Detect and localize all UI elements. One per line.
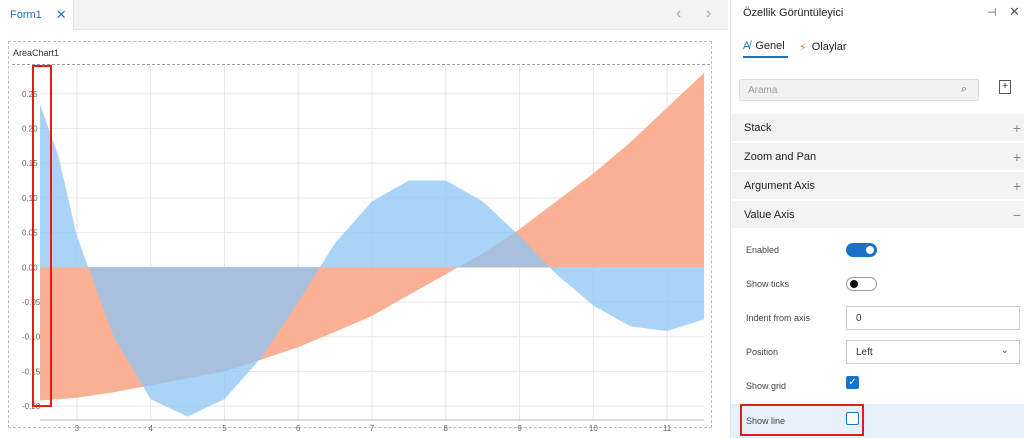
tab-form1[interactable]: Form1 ✕ <box>0 0 74 30</box>
y-tick-label: 0.10 <box>22 194 38 203</box>
chevron-left-icon[interactable]: ‹ <box>676 5 682 22</box>
prop-row-indent: Indent from axis 0 <box>731 301 1024 335</box>
chevron-down-icon: ⌄ <box>1000 345 1009 356</box>
prop-label-indent: Indent from axis <box>746 313 811 323</box>
enabled-toggle[interactable] <box>846 243 877 257</box>
designer-area: Form1 ✕ ‹ › AreaChart1 0.25 0.20 0.15 0.10 0… <box>0 0 728 438</box>
section-stack[interactable]: Stack + <box>731 114 1024 142</box>
x-tick-label: 3 <box>75 424 80 433</box>
document-tab-bar: Form1 ✕ ‹ › <box>0 0 728 30</box>
chart-axes: 0.25 0.20 0.15 0.10 0.05 0.00 -0.05 -0.10 -0.15 -… <box>22 90 704 433</box>
show-grid-checkbox[interactable]: ✓ <box>846 376 859 389</box>
y-tick-label: 0.05 <box>22 229 38 238</box>
tab-general[interactable]: A̸ Genel <box>743 36 788 58</box>
show-ticks-toggle[interactable] <box>846 277 877 291</box>
area-chart[interactable]: 0.25 0.20 0.15 0.10 0.05 0.00 -0.05 -0.10 -0.15 -… <box>0 0 728 438</box>
property-viewer-panel: Özellik Görüntüleyici ⊣ ✕ A̸ Genel ⚡ Ola… <box>730 0 1024 438</box>
prop-row-show-grid: Show grid ✓ <box>731 369 1024 403</box>
minus-icon: − <box>1012 207 1021 223</box>
pin-icon[interactable]: ⊣ <box>987 7 997 19</box>
y-tick-label: 0.25 <box>22 90 38 99</box>
prop-label-show-line: Show line <box>746 416 786 426</box>
position-value: Left <box>856 346 873 358</box>
x-tick-label: 8 <box>444 424 449 433</box>
y-tick-label: 0.00 <box>22 263 38 272</box>
x-tick-label: 4 <box>148 424 153 433</box>
tab-general-label: Genel <box>755 40 785 52</box>
x-tick-label: 5 <box>222 424 227 433</box>
tab-form1-label: Form1 <box>10 9 42 21</box>
section-zoom-label: Zoom and Pan <box>744 150 817 163</box>
x-tick-label: 10 <box>589 424 598 433</box>
indent-input[interactable]: 0 <box>846 306 1020 330</box>
section-argument-axis[interactable]: Argument Axis + <box>731 172 1024 200</box>
plus-icon: + <box>1012 178 1021 194</box>
section-value-axis[interactable]: Value Axis − <box>731 201 1024 229</box>
area-series-2 <box>40 104 704 417</box>
x-tick-label: 11 <box>663 424 672 433</box>
chevron-right-icon[interactable]: › <box>706 5 712 22</box>
prop-row-enabled: Enabled <box>731 233 1024 267</box>
x-tick-label: 9 <box>517 424 522 433</box>
indent-value: 0 <box>856 312 862 324</box>
y-tick-label: -0.15 <box>22 367 41 376</box>
plus-icon: + <box>1012 149 1021 165</box>
highlight-box-show-line <box>740 404 864 436</box>
prop-label-position: Position <box>746 347 779 357</box>
prop-label-show-ticks: Show ticks <box>746 279 790 289</box>
y-tick-label: -0.10 <box>22 333 41 342</box>
position-select[interactable]: Left ⌄ <box>846 340 1020 364</box>
panel-title: Özellik Görüntüleyici <box>743 7 844 19</box>
x-tick-label: 6 <box>296 424 301 433</box>
tab-events[interactable]: ⚡ Olaylar <box>799 36 847 58</box>
lightning-icon: ⚡ <box>799 41 807 54</box>
show-line-checkbox[interactable] <box>846 412 859 425</box>
prop-label-show-grid: Show grid <box>746 381 787 391</box>
section-value-axis-label: Value Axis <box>744 208 795 221</box>
y-tick-label: -0.05 <box>22 298 41 307</box>
prop-row-show-ticks: Show ticks <box>731 267 1024 301</box>
search-placeholder: Arama <box>748 84 778 96</box>
y-tick-label: -0.20 <box>22 402 41 411</box>
prop-row-show-line: Show line <box>731 404 1024 438</box>
expand-all-icon[interactable]: + <box>999 80 1011 94</box>
search-input[interactable]: Arama <box>739 79 979 101</box>
chart-plot-border <box>12 64 710 424</box>
search-icon[interactable]: ⌕ <box>961 83 968 95</box>
tab-events-label: Olaylar <box>811 41 847 53</box>
prop-row-position: Position Left ⌄ <box>731 335 1024 369</box>
close-icon[interactable]: ✕ <box>55 7 67 22</box>
properties-icon: A̸ <box>743 40 751 52</box>
section-zoom-and-pan[interactable]: Zoom and Pan + <box>731 143 1024 171</box>
x-tick-label: 7 <box>370 424 375 433</box>
y-tick-label: 0.20 <box>22 124 38 133</box>
chart-control-frame[interactable] <box>8 41 712 428</box>
chart-areas <box>40 72 704 417</box>
prop-label-enabled: Enabled <box>746 245 780 255</box>
section-stack-label: Stack <box>744 121 772 134</box>
close-icon[interactable]: ✕ <box>1009 4 1020 19</box>
chart-name-label: AreaChart1 <box>13 48 60 58</box>
plus-icon: + <box>1012 120 1021 136</box>
y-tick-label: 0.15 <box>22 159 38 168</box>
highlight-box-value-axis <box>32 65 52 407</box>
section-argument-axis-label: Argument Axis <box>744 179 815 192</box>
